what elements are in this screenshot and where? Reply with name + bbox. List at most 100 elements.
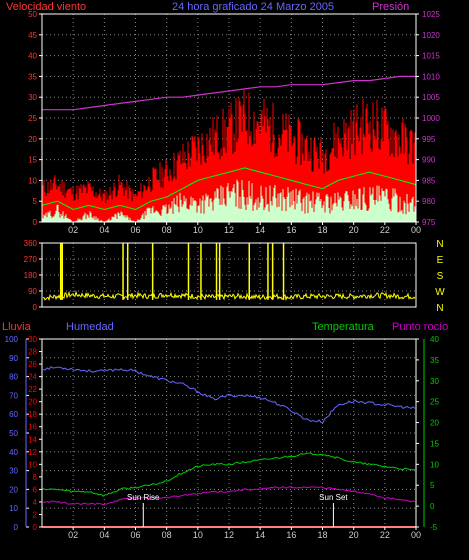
- wind-y-label: 5: [33, 197, 38, 206]
- rain-y-label: 24: [28, 373, 37, 382]
- pressure-y-label: 1010: [422, 72, 440, 81]
- rain-y-label: 18: [28, 410, 37, 419]
- humidity-x-label: 08: [162, 530, 172, 540]
- humidity-y-label: 70: [9, 391, 18, 400]
- bottom-right-label-temperature: Temperatura: [312, 321, 375, 333]
- pressure-y-label: 1000: [422, 114, 440, 123]
- pressure-y-label: 1015: [422, 52, 440, 61]
- humidity-y-label: 10: [9, 504, 18, 513]
- wind-y-label: 45: [28, 31, 37, 40]
- humidity-x-label: 10: [193, 530, 203, 540]
- rain-y-label: 12: [28, 448, 37, 457]
- humidity-y-label: 90: [9, 354, 18, 363]
- humidity-y-label: 20: [9, 485, 18, 494]
- wind-direction-line: [42, 290, 416, 302]
- humidity-x-label: 16: [286, 530, 296, 540]
- humidity-x-label: 22: [380, 530, 390, 540]
- header-center-label: 24 hora graficado 24 Marzo 2005: [172, 1, 334, 13]
- humidity-x-label: 14: [255, 530, 265, 540]
- humidity-x-label: 02: [68, 530, 78, 540]
- humidity-x-label: 06: [130, 530, 140, 540]
- rain-y-label: 16: [28, 423, 37, 432]
- humidity-x-label: 18: [317, 530, 327, 540]
- wind-x-label: 00: [411, 225, 421, 235]
- wind-x-label: 20: [349, 225, 359, 235]
- temp-y-label: 40: [430, 335, 439, 344]
- temp-y-label: 20: [430, 419, 439, 428]
- temp-y-label: 0: [430, 502, 435, 511]
- humidity-x-label: 12: [224, 530, 234, 540]
- pressure-y-label: 1005: [422, 93, 440, 102]
- wind-avg-line: [41, 167, 417, 211]
- temp-y-label: 35: [430, 356, 439, 365]
- wind-x-label: 12: [224, 225, 234, 235]
- pressure-y-label: 1020: [422, 31, 440, 40]
- pressure-y-label: 985: [422, 176, 436, 185]
- humidity-y-label: 40: [9, 448, 18, 457]
- humidity-x-label: 00: [411, 530, 421, 540]
- direction-compass-label: S: [437, 271, 444, 282]
- rain-y-label: 0: [33, 523, 38, 532]
- wind-x-label: 16: [286, 225, 296, 235]
- temp-y-label: 30: [430, 377, 439, 386]
- humidity-x-label: 04: [99, 530, 109, 540]
- rain-y-label: 2: [33, 510, 38, 519]
- header-left-label: Velocidad viento: [6, 1, 86, 13]
- rain-y-label: 10: [28, 460, 37, 469]
- wind-x-label: 04: [99, 225, 109, 235]
- humidity-y-label: 0: [14, 523, 19, 532]
- wind-x-label: 06: [130, 225, 140, 235]
- direction-y-label: 90: [28, 287, 37, 296]
- temp-y-label: -5: [430, 523, 438, 532]
- rain-y-label: 14: [28, 435, 37, 444]
- direction-y-label: 180: [24, 271, 38, 280]
- wind-y-label: 0: [33, 218, 38, 227]
- pressure-line: [42, 75, 416, 111]
- pressure-y-label: 975: [422, 218, 436, 227]
- rain-y-label: 4: [33, 498, 38, 507]
- direction-y-label: 360: [24, 239, 38, 248]
- wind-y-label: 25: [28, 114, 37, 123]
- direction-compass-label: N: [436, 303, 443, 314]
- pressure-y-label: 1025: [422, 10, 440, 19]
- wind-y-label: 30: [28, 93, 37, 102]
- temp-y-label: 10: [430, 460, 439, 469]
- rain-y-label: 30: [28, 335, 37, 344]
- pressure-y-label: 990: [422, 156, 436, 165]
- direction-compass-label: E: [437, 255, 444, 266]
- wind-x-label: 02: [68, 225, 78, 235]
- sun-marker-label: Sun Rise: [127, 493, 160, 502]
- dewpoint-line: [42, 486, 416, 506]
- wind-y-label: 10: [28, 176, 37, 185]
- direction-y-label: 270: [24, 255, 38, 264]
- humidity-line: [42, 366, 416, 423]
- humidity-y-label: 60: [9, 410, 18, 419]
- humidity-y-label: 80: [9, 373, 18, 382]
- rain-y-label: 28: [28, 348, 37, 357]
- temp-y-label: 25: [430, 398, 439, 407]
- bottom-left-label-rain: Lluvia: [2, 321, 32, 333]
- wind-x-label: 14: [255, 225, 265, 235]
- rain-y-label: 20: [28, 398, 37, 407]
- wind-x-label: 18: [317, 225, 327, 235]
- temp-y-label: 15: [430, 439, 439, 448]
- humidity-y-label: 50: [9, 429, 18, 438]
- wind-y-label: 35: [28, 72, 37, 81]
- wind-y-label: 20: [28, 135, 37, 144]
- bottom-right-label-dewpoint: Punto rocío: [392, 321, 448, 333]
- header-right-label: Presión: [372, 1, 409, 13]
- wind-x-label: 22: [380, 225, 390, 235]
- wind-x-label: 08: [162, 225, 172, 235]
- direction-compass-label: W: [435, 287, 445, 298]
- direction-compass-label: N: [436, 239, 443, 250]
- direction-y-label: 0: [33, 303, 38, 312]
- bottom-left-label-humidity: Humedad: [66, 321, 114, 333]
- temp-y-label: 5: [430, 481, 435, 490]
- humidity-y-label: 100: [5, 335, 19, 344]
- rain-y-label: 22: [28, 385, 37, 394]
- humidity-x-label: 20: [349, 530, 359, 540]
- sun-marker-label: Sun Set: [319, 493, 348, 502]
- pressure-y-label: 980: [422, 197, 436, 206]
